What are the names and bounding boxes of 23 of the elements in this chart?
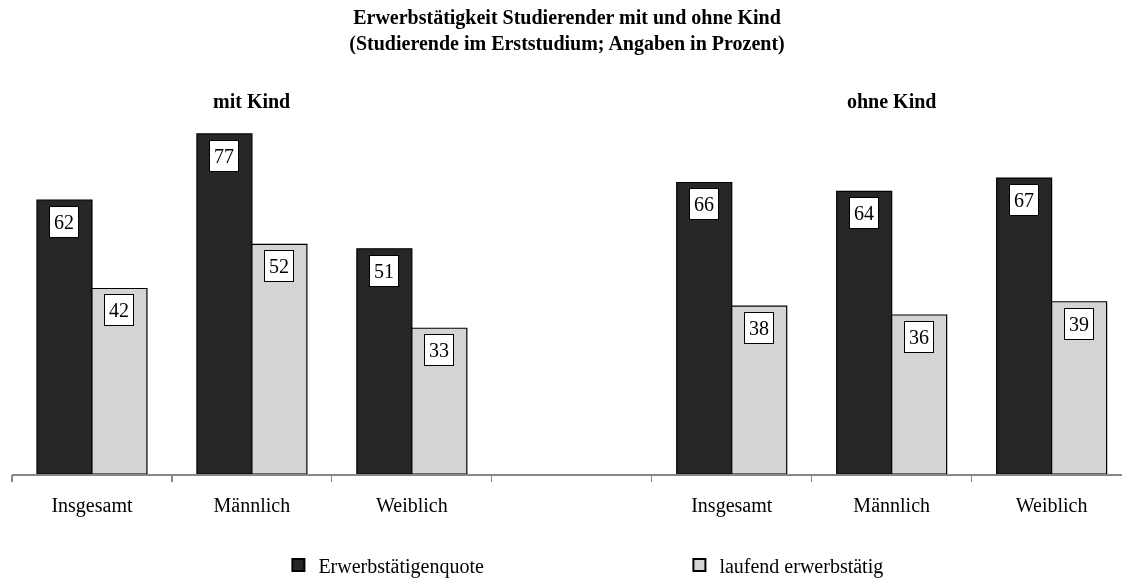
x-tick-label: Insgesamt [691, 493, 773, 517]
data-label: 62 [54, 211, 74, 233]
data-label: 38 [749, 317, 769, 339]
data-label: 66 [694, 193, 714, 215]
data-label: 33 [429, 339, 449, 361]
data-label: 77 [214, 145, 234, 167]
x-tick-label: Weiblich [1015, 493, 1088, 516]
chart-title: Erwerbstätigkeit Studierender mit und ohne Kind (Studierende im Erststudium; Angaben in Prozent) [349, 6, 785, 55]
x-tick-label: Männlich [853, 493, 931, 516]
x-tick-label: Männlich [213, 493, 291, 516]
x-tick-label: Insgesamt [51, 493, 133, 517]
text: ohne Kind [847, 90, 937, 112]
data-label: 52 [269, 255, 289, 277]
data-label: 42 [109, 299, 129, 321]
data-label: 36 [909, 326, 929, 348]
data-label: 67 [1014, 189, 1034, 211]
data-label: 64 [854, 202, 874, 224]
x-tick-label: Weiblich [376, 493, 448, 516]
data-label: 39 [1069, 313, 1089, 335]
data-label: 51 [374, 260, 394, 282]
legend-label: laufend erwerbstätig [719, 554, 884, 578]
legend-label: Erwerbstätigenquote [318, 554, 485, 578]
text: mit Kind [213, 90, 291, 112]
